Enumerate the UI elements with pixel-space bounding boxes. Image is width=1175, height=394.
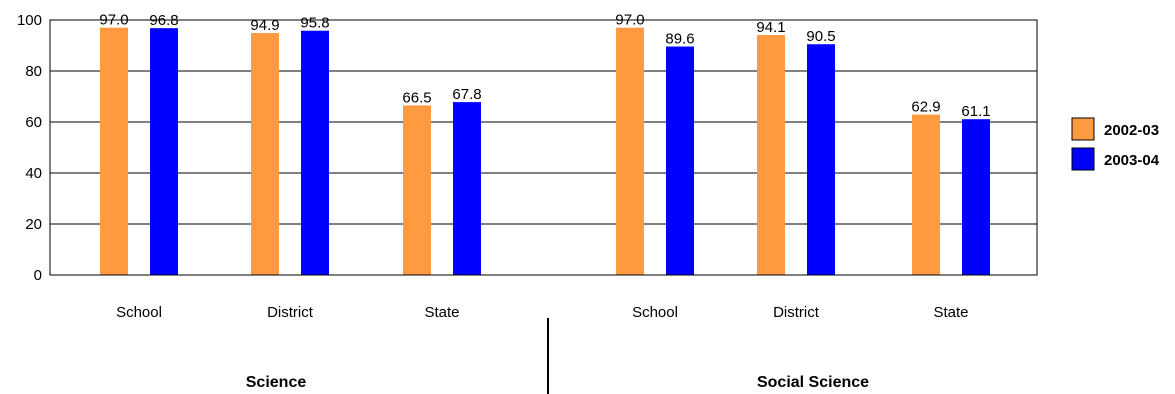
group-label-social-science: Social Science [757, 374, 869, 391]
data-label: 61.1 [961, 103, 990, 120]
plot-area-border [49, 19, 1038, 276]
group-labels: Science Social Science [246, 374, 869, 391]
bar-social-science-school-2003-04 [666, 46, 694, 275]
data-label: 97.0 [615, 12, 644, 29]
category-label: State [424, 304, 459, 321]
bar-social-science-state-2003-04 [962, 119, 990, 275]
category-label: School [116, 304, 162, 321]
category-labels: School District State School District State [116, 304, 968, 321]
y-axis-tick-labels: 0 20 40 60 80 100 [17, 12, 42, 284]
bar-social-science-district-2003-04 [807, 44, 835, 275]
data-label: 97.0 [99, 12, 128, 29]
y-tick-label: 0 [34, 267, 42, 284]
bar-science-school-2002-03 [100, 27, 128, 276]
bar-science-district-2003-04 [301, 30, 329, 276]
y-tick-label: 20 [25, 216, 42, 233]
legend-swatch-2003-04 [1071, 147, 1095, 171]
bar-social-science-school-2002-03 [616, 27, 644, 276]
data-label: 90.5 [806, 28, 835, 45]
bars [100, 27, 990, 276]
bar-social-science-state-2002-03 [912, 114, 940, 275]
gridlines [50, 70, 1037, 225]
legend-label-2002-03: 2002-03 [1104, 122, 1159, 139]
bar-social-science-district-2002-03 [757, 35, 785, 275]
category-label: District [267, 304, 314, 321]
bar-science-state-2003-04 [453, 102, 481, 275]
group-label-science: Science [246, 374, 307, 391]
data-label: 94.9 [250, 17, 279, 34]
data-label: 62.9 [911, 99, 940, 116]
data-label: 94.1 [756, 19, 785, 36]
bar-science-school-2003-04 [150, 28, 178, 275]
bar-science-state-2002-03 [403, 105, 431, 275]
y-tick-label: 80 [25, 63, 42, 80]
legend-label-2003-04: 2003-04 [1104, 152, 1160, 169]
bar-science-district-2002-03 [251, 33, 279, 275]
data-label: 95.8 [300, 15, 329, 32]
data-label: 96.8 [149, 12, 178, 29]
category-label: State [933, 304, 968, 321]
data-label: 89.6 [665, 31, 694, 48]
legend: 2002-03 2003-04 [1071, 117, 1160, 171]
legend-swatch-2002-03 [1071, 117, 1095, 141]
category-label: District [773, 304, 820, 321]
category-label: School [632, 304, 678, 321]
data-label: 67.8 [452, 86, 481, 103]
data-labels: 97.0 96.8 94.9 95.8 66.5 67.8 97.0 89.6 94.1 90.5… [99, 12, 990, 121]
y-tick-label: 100 [17, 12, 42, 29]
y-tick-label: 40 [25, 165, 42, 182]
data-label: 66.5 [402, 89, 431, 106]
y-tick-label: 60 [25, 114, 42, 131]
